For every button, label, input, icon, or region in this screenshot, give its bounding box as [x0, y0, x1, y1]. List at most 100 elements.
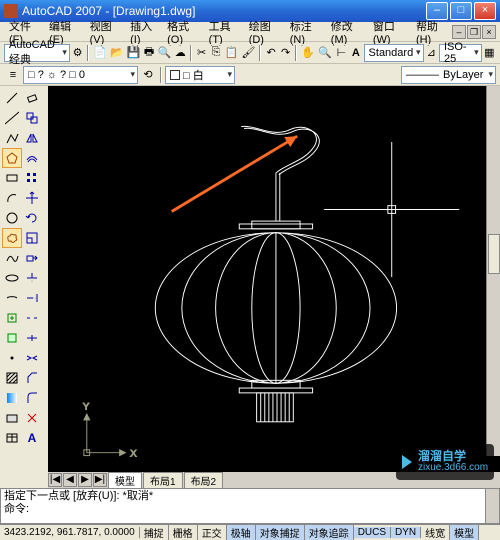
break-at-tool[interactable] [22, 328, 42, 348]
doc-minimize-button[interactable]: – [452, 25, 466, 39]
trim-tool[interactable] [22, 268, 42, 288]
array-tool[interactable] [22, 168, 42, 188]
main-area: A X Y [0, 86, 500, 488]
save-icon[interactable]: 💾 [126, 44, 142, 62]
dim-icon[interactable]: ⊢ [335, 44, 348, 62]
rotate-tool[interactable] [22, 208, 42, 228]
status-polar[interactable]: 极轴 [227, 525, 256, 540]
line-tool[interactable] [2, 88, 22, 108]
status-osnap[interactable]: 对象捕捉 [256, 525, 305, 540]
chamfer-tool[interactable] [22, 368, 42, 388]
cut-icon[interactable]: ✂ [195, 44, 208, 62]
gradient-tool[interactable] [2, 388, 22, 408]
mirror-tool[interactable] [22, 128, 42, 148]
status-model[interactable]: 模型 [450, 525, 479, 540]
layer-prev-icon[interactable]: ⟲ [139, 66, 157, 84]
status-ortho[interactable]: 正交 [198, 525, 227, 540]
undo-icon[interactable]: ↶ [264, 44, 277, 62]
scale-tool[interactable] [22, 228, 42, 248]
rectangle-tool[interactable] [2, 168, 22, 188]
pline-tool[interactable] [2, 128, 22, 148]
text-style-combo[interactable]: Standard [364, 44, 424, 62]
doc-close-button[interactable]: × [482, 25, 496, 39]
status-bar: 3423.2192, 961.7817, 0.0000 捕捉 栅格 正交 极轴 … [0, 524, 500, 540]
copy-icon[interactable]: ⎘ [209, 44, 222, 62]
color-combo[interactable]: □ 白 [165, 66, 235, 84]
layer-manager-icon[interactable]: ≡ [4, 66, 22, 84]
tab-nav-prev[interactable]: ◀ [63, 473, 77, 487]
copy-tool[interactable] [22, 108, 42, 128]
standard-toolbar: AutoCAD 经典 ⚙ 📄 📂 💾 🖶 🔍 ☁ ✂ ⎘ 📋 🖌 ↶ ↷ ✋ 🔍… [0, 42, 500, 64]
status-snap[interactable]: 捕捉 [140, 525, 169, 540]
status-grid[interactable]: 栅格 [169, 525, 198, 540]
arc-tool[interactable] [2, 188, 22, 208]
polygon-tool[interactable] [2, 148, 22, 168]
open-icon[interactable]: 📂 [109, 44, 125, 62]
watermark-badge: 溜溜自学 zixue.3d66.com [396, 444, 494, 480]
cmd-prompt-line: 命令: [4, 503, 496, 516]
doc-restore-button[interactable]: ❐ [467, 25, 481, 39]
table-style-icon[interactable]: ▦ [483, 44, 496, 62]
make-block-tool[interactable] [2, 328, 22, 348]
workspace-settings-icon[interactable]: ⚙ [71, 44, 84, 62]
vertical-scrollbar[interactable] [486, 86, 500, 456]
stretch-tool[interactable] [22, 248, 42, 268]
dim-style-label: ISO-25 [444, 41, 467, 65]
scroll-thumb[interactable] [488, 234, 500, 274]
cmd-scrollbar[interactable] [485, 489, 499, 523]
maximize-button[interactable]: □ [450, 2, 472, 20]
status-otrack[interactable]: 对象追踪 [305, 525, 354, 540]
ucs-x-label: X [130, 449, 137, 460]
mtext-tool[interactable]: A [22, 428, 42, 448]
offset-tool[interactable] [22, 148, 42, 168]
dim-style-icon[interactable]: ⊿ [425, 44, 438, 62]
ucs-y-label: Y [83, 401, 90, 412]
fillet-tool[interactable] [22, 388, 42, 408]
dim-style-combo[interactable]: ISO-25 [439, 44, 482, 62]
preview-icon[interactable]: 🔍 [157, 44, 173, 62]
text-style-icon[interactable]: A [349, 44, 362, 62]
pan-icon[interactable]: ✋ [300, 44, 316, 62]
text-style-label: Standard [369, 47, 414, 59]
tab-layout1[interactable]: 布局1 [143, 472, 183, 488]
point-tool[interactable] [2, 348, 22, 368]
match-icon[interactable]: 🖌 [240, 44, 256, 62]
extend-tool[interactable] [22, 288, 42, 308]
tab-layout2[interactable]: 布局2 [184, 472, 224, 488]
new-icon[interactable]: 📄 [92, 44, 108, 62]
status-ducs[interactable]: DUCS [354, 527, 391, 538]
tab-nav-next[interactable]: ▶ [78, 473, 92, 487]
drawing-canvas[interactable]: X Y [48, 86, 500, 472]
xline-tool[interactable] [2, 108, 22, 128]
revcloud-tool[interactable] [2, 228, 22, 248]
publish-icon[interactable]: ☁ [174, 44, 187, 62]
explode-tool[interactable] [22, 408, 42, 428]
status-lwt[interactable]: 线宽 [421, 525, 450, 540]
paste-icon[interactable]: 📋 [224, 44, 240, 62]
close-button[interactable]: × [474, 2, 496, 20]
tab-model[interactable]: 模型 [108, 472, 142, 488]
status-dyn[interactable]: DYN [391, 527, 421, 538]
break-tool[interactable] [22, 308, 42, 328]
linetype-combo[interactable]: ———ByLayer [401, 66, 496, 84]
join-tool[interactable] [22, 348, 42, 368]
zoom-icon[interactable]: 🔍 [317, 44, 333, 62]
erase-tool[interactable] [22, 88, 42, 108]
move-tool[interactable] [22, 188, 42, 208]
circle-tool[interactable] [2, 208, 22, 228]
print-icon[interactable]: 🖶 [142, 44, 155, 62]
ellipse-tool[interactable] [2, 268, 22, 288]
workspace-combo[interactable]: AutoCAD 经典 [4, 44, 70, 62]
hatch-tool[interactable] [2, 368, 22, 388]
ellipse-arc-tool[interactable] [2, 288, 22, 308]
spline-tool[interactable] [2, 248, 22, 268]
tab-nav-last[interactable]: ▶| [93, 473, 107, 487]
insert-block-tool[interactable] [2, 308, 22, 328]
command-line[interactable]: 指定下一点或 [放弃(U)]: *取消* 命令: [0, 488, 500, 524]
table-tool[interactable] [2, 428, 22, 448]
layer-combo[interactable]: □ ? ☼ ? □ 0 [23, 66, 138, 84]
draw-modify-toolbar: A [0, 86, 48, 488]
tab-nav-first[interactable]: |◀ [48, 473, 62, 487]
region-tool[interactable] [2, 408, 22, 428]
redo-icon[interactable]: ↷ [279, 44, 292, 62]
